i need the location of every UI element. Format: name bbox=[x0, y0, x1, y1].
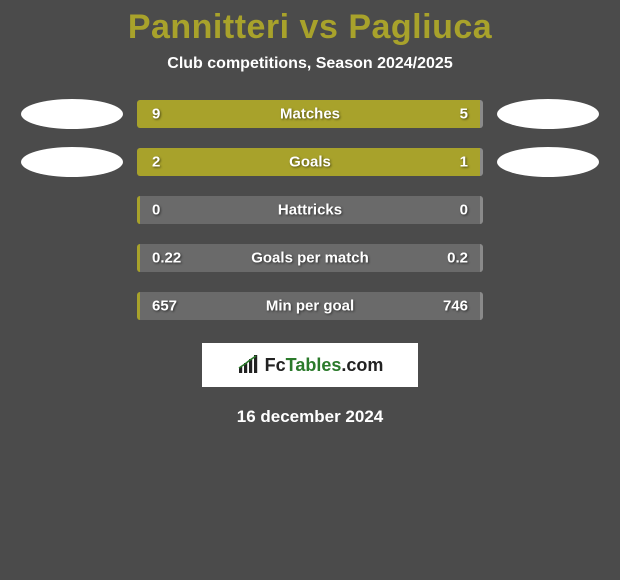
stat-value-right: 746 bbox=[443, 298, 468, 315]
stat-label: Hattricks bbox=[278, 202, 342, 219]
stat-bar: Goals per match 0.22 0.2 bbox=[137, 244, 483, 272]
date-text: 16 december 2024 bbox=[237, 407, 384, 427]
stat-value-right: 0.2 bbox=[447, 250, 468, 267]
stat-row: Goals 2 1 bbox=[0, 147, 620, 177]
stat-value-left: 0.22 bbox=[152, 250, 181, 267]
comparison-container: Pannitteri vs Pagliuca Club competitions… bbox=[0, 0, 620, 580]
logo-box: FcTables.com bbox=[202, 343, 418, 387]
avatar-left bbox=[21, 99, 123, 129]
logo-text-accent: Tables bbox=[286, 355, 342, 375]
bars-icon bbox=[237, 355, 261, 375]
stat-bar: Min per goal 657 746 bbox=[137, 292, 483, 320]
page-title: Pannitteri vs Pagliuca bbox=[128, 8, 492, 47]
avatar-left bbox=[21, 147, 123, 177]
stat-label: Min per goal bbox=[266, 298, 354, 315]
stat-row: Hattricks 0 0 bbox=[0, 195, 620, 225]
stat-value-left: 9 bbox=[152, 106, 160, 123]
stat-label: Matches bbox=[280, 106, 340, 123]
stat-value-left: 2 bbox=[152, 154, 160, 171]
stat-label: Goals bbox=[289, 154, 331, 171]
stat-row: Min per goal 657 746 bbox=[0, 291, 620, 321]
stats-list: Matches 9 5 Goals 2 1 Hattricks 0 0 Goals per mat… bbox=[0, 99, 620, 321]
avatar-right bbox=[497, 99, 599, 129]
logo-text: FcTables.com bbox=[265, 355, 384, 376]
logo-text-after: .com bbox=[341, 355, 383, 375]
stat-value-right: 5 bbox=[460, 106, 468, 123]
stat-value-right: 1 bbox=[460, 154, 468, 171]
stat-bar: Matches 9 5 bbox=[137, 100, 483, 128]
avatar-right bbox=[497, 147, 599, 177]
stat-row: Matches 9 5 bbox=[0, 99, 620, 129]
stat-value-left: 0 bbox=[152, 202, 160, 219]
stat-row: Goals per match 0.22 0.2 bbox=[0, 243, 620, 273]
stat-value-right: 0 bbox=[460, 202, 468, 219]
stat-bar: Goals 2 1 bbox=[137, 148, 483, 176]
page-subtitle: Club competitions, Season 2024/2025 bbox=[167, 55, 452, 73]
stat-value-left: 657 bbox=[152, 298, 177, 315]
stat-label: Goals per match bbox=[251, 250, 369, 267]
stat-bar: Hattricks 0 0 bbox=[137, 196, 483, 224]
logo-text-before: Fc bbox=[265, 355, 286, 375]
